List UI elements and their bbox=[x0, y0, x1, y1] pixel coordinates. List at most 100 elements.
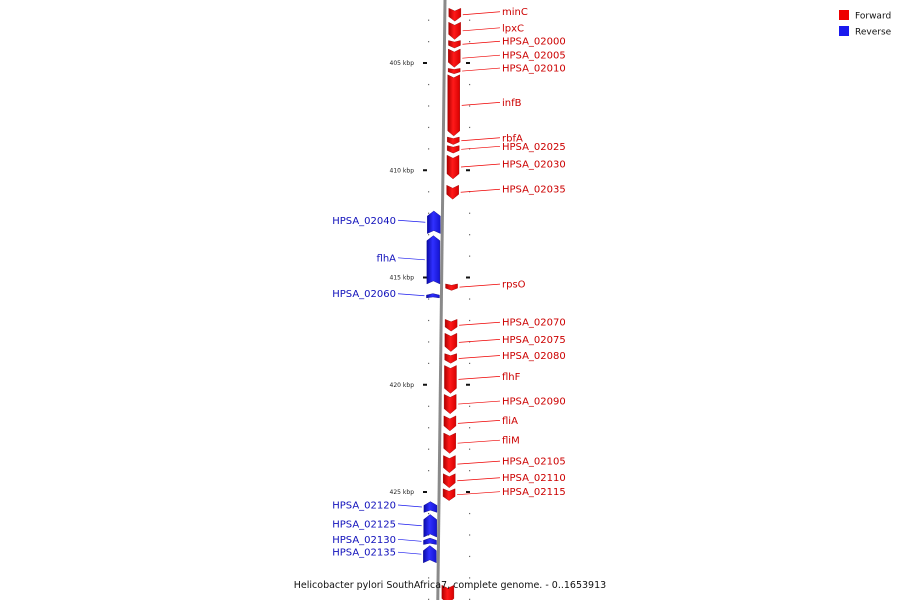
gene-leader-line bbox=[397, 551, 422, 555]
gene-arrow[interactable] bbox=[441, 584, 455, 600]
gene-arrow[interactable] bbox=[445, 283, 458, 291]
gene-arrow[interactable] bbox=[447, 145, 460, 154]
gene-leader-line bbox=[457, 420, 501, 424]
gene-leader-line bbox=[461, 102, 501, 106]
gene-label[interactable]: HPSA_02030 bbox=[502, 160, 566, 171]
gene-label[interactable]: infB bbox=[502, 98, 522, 109]
gene-arrow[interactable] bbox=[447, 136, 460, 145]
minor-tick bbox=[428, 148, 430, 150]
gene-arrow[interactable] bbox=[444, 332, 458, 352]
gene-leader-line bbox=[458, 339, 501, 343]
gene-label[interactable]: HPSA_02000 bbox=[502, 37, 566, 48]
legend-label: Reverse bbox=[855, 28, 892, 38]
gene-label[interactable]: HPSA_02130 bbox=[332, 535, 396, 546]
minor-tick bbox=[469, 512, 471, 515]
gene-leader-line bbox=[457, 491, 501, 496]
gene-label[interactable]: HPSA_02035 bbox=[502, 185, 566, 196]
gene-label[interactable]: rpsO bbox=[502, 280, 526, 291]
gene-arrow[interactable] bbox=[444, 319, 458, 332]
gene-leader-line bbox=[462, 27, 501, 32]
major-tick bbox=[466, 491, 470, 493]
minor-tick bbox=[469, 126, 471, 129]
gene-leader-line bbox=[461, 145, 501, 150]
gene-arrow[interactable] bbox=[444, 365, 457, 394]
gene-label[interactable]: HPSA_02010 bbox=[502, 64, 566, 75]
gene-leader-line bbox=[462, 67, 501, 72]
minor-tick bbox=[428, 577, 430, 579]
minor-tick bbox=[469, 405, 471, 407]
gene-label[interactable]: HPSA_02105 bbox=[502, 457, 566, 468]
genome-axis bbox=[436, 0, 447, 600]
gene-label[interactable]: lpxC bbox=[502, 23, 524, 34]
gene-label[interactable]: HPSA_02070 bbox=[502, 318, 566, 329]
genome-axis-layer bbox=[436, 0, 447, 600]
gene-label[interactable]: HPSA_02005 bbox=[502, 51, 566, 62]
legend-swatch bbox=[839, 26, 849, 36]
major-tick bbox=[466, 169, 470, 172]
gene-label[interactable]: HPSA_02125 bbox=[332, 519, 396, 530]
gene-leader-line bbox=[457, 477, 501, 482]
gene-arrow[interactable] bbox=[443, 394, 457, 414]
gene-label[interactable]: HPSA_02090 bbox=[502, 397, 566, 408]
gene-arrow[interactable] bbox=[423, 501, 438, 513]
gene-arrow[interactable] bbox=[442, 488, 456, 501]
gene-arrow[interactable] bbox=[448, 7, 462, 22]
scale-tick-label: 410 kbp bbox=[390, 167, 415, 174]
scale-tick-label: 415 kbp bbox=[390, 275, 415, 282]
gene-arrow[interactable] bbox=[447, 74, 460, 137]
gene-label[interactable]: HPSA_02110 bbox=[502, 473, 566, 484]
gene-leader-line bbox=[458, 376, 501, 380]
gene-leader-line bbox=[462, 40, 501, 45]
gene-leader-line bbox=[457, 460, 501, 465]
gene-arrow[interactable] bbox=[423, 537, 437, 545]
minor-tick bbox=[428, 19, 430, 21]
gene-arrow[interactable] bbox=[426, 293, 440, 299]
gene-arrow[interactable] bbox=[447, 68, 461, 74]
gene-layer bbox=[423, 7, 462, 600]
gene-arrow[interactable] bbox=[443, 455, 456, 473]
gene-leader-line bbox=[397, 504, 422, 508]
gene-arrow[interactable] bbox=[444, 353, 457, 364]
gene-label[interactable]: rbfA bbox=[502, 133, 523, 144]
minor-tick bbox=[469, 19, 471, 21]
gene-arrow[interactable] bbox=[443, 432, 456, 454]
gene-label[interactable]: flhA bbox=[377, 253, 397, 264]
gene-leader-line bbox=[397, 257, 425, 261]
gene-label[interactable]: HPSA_02040 bbox=[332, 216, 396, 227]
gene-label[interactable]: HPSA_02135 bbox=[332, 548, 396, 559]
major-tick bbox=[466, 276, 470, 279]
gene-arrow[interactable] bbox=[426, 235, 441, 285]
gene-arrow[interactable] bbox=[443, 415, 457, 432]
minor-tick bbox=[428, 105, 430, 107]
gene-arrow[interactable] bbox=[448, 40, 461, 49]
gene-label[interactable]: HPSA_02060 bbox=[332, 289, 396, 300]
gene-arrow[interactable] bbox=[446, 184, 459, 200]
major-tick bbox=[423, 169, 427, 172]
gene-arrow[interactable] bbox=[448, 48, 461, 68]
gene-arrow[interactable] bbox=[423, 545, 437, 564]
major-tick bbox=[423, 491, 427, 493]
minor-tick bbox=[428, 362, 430, 364]
gene-arrow[interactable] bbox=[423, 514, 437, 538]
major-tick bbox=[466, 383, 470, 386]
gene-label[interactable]: HPSA_02120 bbox=[332, 501, 396, 512]
gene-label[interactable]: HPSA_02025 bbox=[502, 142, 566, 153]
gene-label[interactable]: flhF bbox=[502, 372, 521, 383]
major-tick bbox=[423, 62, 427, 64]
minor-tick bbox=[428, 341, 430, 343]
gene-arrow[interactable] bbox=[448, 21, 461, 40]
gene-label[interactable]: fliM bbox=[502, 436, 520, 447]
minor-tick bbox=[469, 105, 471, 107]
gene-arrow[interactable] bbox=[427, 210, 441, 234]
gene-arrow[interactable] bbox=[446, 154, 460, 180]
minor-tick bbox=[469, 41, 471, 43]
gene-label[interactable]: minC bbox=[502, 7, 528, 18]
minor-tick bbox=[428, 41, 430, 43]
gene-label[interactable]: HPSA_02115 bbox=[502, 487, 566, 498]
minor-tick bbox=[428, 512, 430, 515]
gene-label[interactable]: HPSA_02080 bbox=[502, 351, 566, 362]
gene-label[interactable]: HPSA_02075 bbox=[502, 335, 566, 346]
gene-label[interactable]: fliA bbox=[502, 416, 518, 427]
gene-arrow[interactable] bbox=[443, 473, 456, 488]
